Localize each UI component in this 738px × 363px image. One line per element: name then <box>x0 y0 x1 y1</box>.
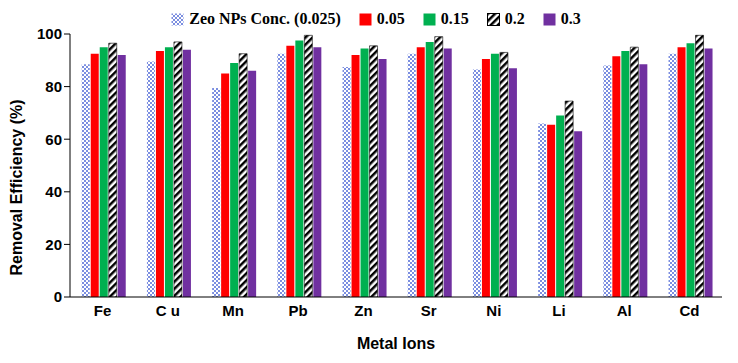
html-text:Zeo NPs Conc. (0.025): Zeo NPs Conc. (0.025) <box>189 10 341 27</box>
svg-text:100: 100 <box>37 25 62 42</box>
svg-text:60: 60 <box>45 131 62 148</box>
html-text:0.2: 0.2 <box>504 10 525 27</box>
svg-text:0: 0 <box>54 288 62 305</box>
svg-text:C u: C u <box>156 302 180 319</box>
svg-text:40: 40 <box>45 183 62 200</box>
html-text:0.05: 0.05 <box>376 10 405 27</box>
svg-text:Mn: Mn <box>222 302 244 319</box>
svg-text:Li: Li <box>552 302 565 319</box>
svg-text:Al: Al <box>617 302 632 319</box>
svg-text:Fe: Fe <box>94 302 112 319</box>
svg-text:Zn: Zn <box>354 302 372 319</box>
svg-text:80: 80 <box>45 78 62 95</box>
svg-text:Cd: Cd <box>679 302 699 319</box>
svg-text:Removal Efficiency (%): Removal Efficiency (%) <box>8 99 25 275</box>
svg-text:Pb: Pb <box>289 302 308 319</box>
svg-text:Ni: Ni <box>486 302 501 319</box>
html-text:0.3: 0.3 <box>560 10 581 27</box>
html-text:0.15: 0.15 <box>440 10 469 27</box>
svg-text:20: 20 <box>45 236 62 253</box>
svg-text:Sr: Sr <box>421 302 437 319</box>
svg-text:Metal Ions: Metal Ions <box>357 335 435 352</box>
